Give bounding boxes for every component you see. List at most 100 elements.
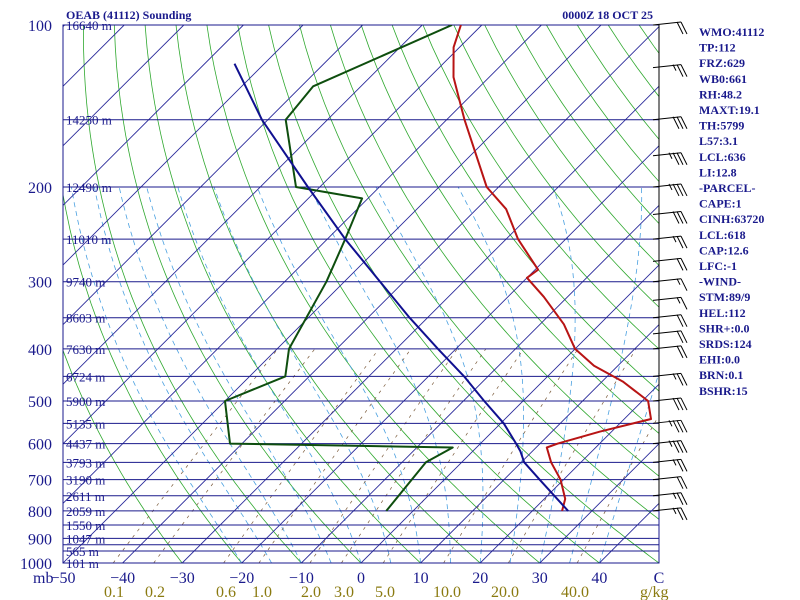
temperature-tick-label: 40: [591, 570, 607, 587]
moist-adiabat: [256, 186, 421, 563]
height-label: 3793 m: [66, 455, 105, 470]
wind-barb: [652, 507, 688, 521]
wind-barb-flag: [676, 345, 684, 359]
wind-barb-flag: [672, 397, 680, 411]
wind-barb: [652, 183, 688, 197]
wind-barb-flag: [672, 116, 680, 129]
isotherm: [63, 25, 483, 445]
wind-barb-flag: [680, 373, 688, 386]
pressure-label: 300: [28, 275, 52, 292]
mixing-ratio-line: [443, 348, 579, 563]
height-label: 5135 m: [66, 416, 105, 431]
temperature-unit-label: C: [654, 570, 665, 587]
index-entry: WB0:661: [699, 72, 747, 86]
temperature-tick-label: −10: [289, 570, 314, 587]
wind-barb-staff: [652, 210, 682, 215]
wind-barb-half: [676, 297, 681, 304]
dewpoint-trace: [224, 25, 454, 512]
wind-barb-staff: [652, 492, 682, 497]
wind-barb-flag: [680, 492, 688, 506]
wind-barb-flag: [676, 492, 684, 506]
wind-barb-flag: [680, 278, 688, 291]
wind-barb-flag: [680, 64, 688, 77]
height-label: 3190 m: [66, 473, 105, 488]
wind-barb-staff: [652, 296, 682, 301]
index-entry: L57:3.1: [699, 134, 738, 148]
wind-barb-flag: [680, 21, 688, 35]
wind-barb-flag: [680, 345, 688, 359]
temperature-tick-label: −20: [229, 570, 254, 587]
dry-adiabat: [268, 25, 659, 563]
index-entry: MAXT:19.1: [699, 103, 760, 117]
wind-barb: [652, 314, 688, 327]
index-entry: CAPE:1: [699, 197, 742, 211]
wind-barb-staff: [652, 397, 682, 402]
dry-adiabat: [576, 25, 659, 140]
wind-barb: [652, 296, 688, 310]
height-label: 4437 m: [66, 437, 105, 452]
wind-barb: [652, 440, 688, 453]
pressure-label: 200: [28, 180, 52, 197]
wind-barb-flag: [680, 420, 688, 433]
wind-barb-flag: [680, 476, 688, 489]
index-entry: LFC:-1: [699, 259, 737, 273]
wind-barb-flag: [676, 258, 684, 271]
pressure-label: 500: [28, 394, 52, 411]
isotherm: [63, 25, 185, 147]
temperature-tick-label: −30: [170, 570, 195, 587]
index-entry: BSHR:15: [699, 384, 748, 398]
wind-barb: [652, 64, 688, 77]
dry-adiabat: [546, 25, 659, 183]
wind-barb-flag: [676, 397, 684, 411]
wind-barb: [652, 235, 688, 249]
wind-barb-half: [672, 492, 677, 500]
wind-barb-staff: [652, 345, 682, 350]
wind-barb-flag: [672, 420, 680, 433]
isotherm: [63, 25, 602, 563]
wind-barb-flag: [672, 211, 680, 224]
wind-barb-half: [668, 440, 673, 447]
wind-barb-half: [672, 235, 677, 243]
wind-barb: [652, 372, 688, 386]
wind-barb-flag: [676, 330, 684, 344]
wind-barb-flag: [676, 211, 684, 224]
temperature-tick-label: 20: [472, 570, 488, 587]
wind-barb: [652, 116, 688, 129]
index-entry: SRDS:124: [699, 337, 752, 351]
wind-barb-staff: [652, 507, 682, 512]
wind-barb-flag: [680, 211, 688, 224]
wind-barb-staff: [652, 476, 682, 481]
wind-barb-flag: [676, 476, 684, 489]
wind-barb-flag: [680, 330, 688, 344]
isotherm: [301, 204, 659, 563]
mixing-ratio-label: 0.2: [145, 584, 165, 600]
wind-barb-flag: [680, 235, 688, 249]
mixing-ratio-line: [153, 348, 316, 563]
wind-barb-half: [672, 459, 677, 466]
isotherm: [63, 25, 542, 505]
dry-adiabat: [299, 25, 659, 520]
temperature-tick-label: 0: [357, 570, 365, 587]
chart-timestamp: 0000Z 18 OCT 25: [562, 8, 653, 22]
height-label: 5900 m: [66, 394, 105, 409]
wind-barb-staff: [652, 235, 682, 240]
wind-barb-staff: [652, 152, 682, 157]
mixing-ratio-unit-label: g/kg: [640, 584, 668, 600]
height-label: 14250 m: [66, 113, 112, 128]
wind-barb-flag: [680, 116, 688, 129]
mixing-ratio-line: [309, 348, 458, 563]
index-entry: HEL:112: [699, 306, 746, 320]
mixing-ratio-line: [112, 348, 278, 563]
isotherms: [63, 25, 659, 563]
wind-barb-half: [668, 183, 673, 191]
wind-barb: [652, 458, 688, 472]
index-entry: TH:5799: [699, 119, 744, 133]
wind-barb-staff: [652, 64, 682, 69]
moist-adiabat: [118, 186, 302, 563]
index-entry: -PARCEL-: [699, 181, 755, 195]
wind-barb-flag: [680, 507, 688, 521]
wind-barb-staff: [652, 183, 682, 188]
isotherm: [420, 323, 659, 563]
wind-barb: [652, 397, 688, 411]
